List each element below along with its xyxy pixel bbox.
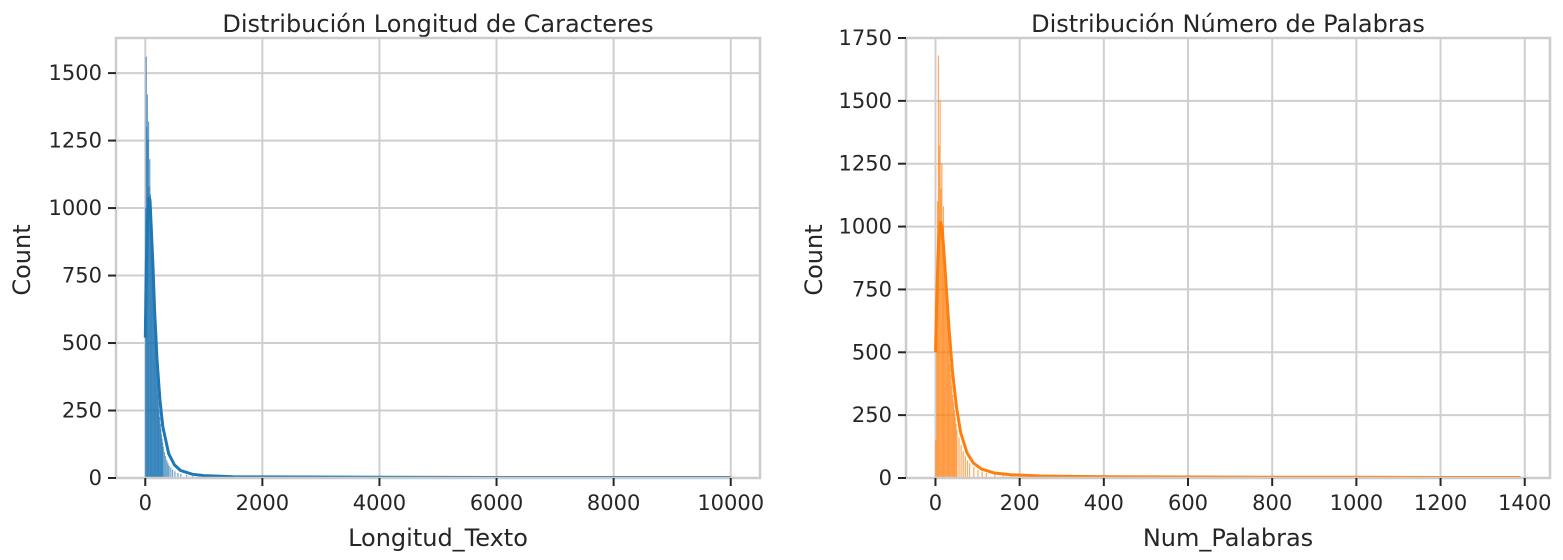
histogram-bar: [166, 460, 168, 479]
y-tick-label: 750: [62, 264, 102, 288]
x-tick-label: 8000: [587, 491, 640, 515]
x-tick-label: 1000: [1330, 491, 1383, 515]
x-tick-label: 4000: [353, 491, 406, 515]
histogram-bar: [968, 463, 971, 479]
x-axis-label: Longitud_Texto: [348, 524, 528, 552]
y-tick-label: 1000: [49, 196, 102, 220]
plot-frame: [114, 36, 762, 480]
y-tick-label: 500: [852, 340, 892, 364]
y-tick-label: 1750: [839, 26, 892, 50]
histogram-bar: [167, 462, 169, 479]
y-tick-label: 1250: [839, 152, 892, 176]
x-tick-label: 600: [1168, 491, 1208, 515]
y-tick-label: 1000: [839, 215, 892, 239]
x-tick-label: 6000: [470, 491, 523, 515]
y-tick-label: 1250: [49, 129, 102, 153]
histogram-bar: [966, 460, 969, 479]
y-tick-label: 0: [879, 466, 892, 490]
histogram-bar: [164, 456, 167, 479]
plot-frame: [904, 36, 1552, 480]
histogram-bar: [956, 430, 958, 479]
kde-line: [934, 221, 1521, 479]
histogram-bar: [960, 445, 962, 479]
x-tick-label: 800: [1252, 491, 1292, 515]
chart-left: Distribución Longitud de Caracteres 0 200…: [8, 10, 764, 552]
y-axis-label: Count: [8, 224, 36, 295]
x-axis-label: Num_Palabras: [1143, 524, 1313, 552]
plot-area: 0 2000 4000 6000 8000 10000 0 250 500 750 1000 1250…: [49, 36, 764, 515]
y-axis-label: Count: [800, 224, 828, 295]
y-tick-label: 1500: [49, 61, 102, 85]
y-tick-label: 1500: [839, 89, 892, 113]
x-tick-label: 0: [139, 491, 152, 515]
histogram-bar: [163, 452, 166, 479]
x-tick-label: 2000: [236, 491, 289, 515]
histogram-bar: [168, 465, 170, 479]
plot-area: 0 200 400 600 800 1000 1200 1400 0 250 500 750 1000 1…: [839, 26, 1552, 515]
y-tick-label: 0: [89, 466, 102, 490]
histogram-bar: [964, 456, 966, 479]
histogram-bar: [973, 467, 975, 479]
y-tick-label: 250: [62, 399, 102, 423]
chart-title: Distribución Número de Palabras: [1031, 10, 1425, 38]
x-tick-label: 200: [1000, 491, 1040, 515]
kde-line: [143, 196, 731, 479]
histogram-bar: [162, 446, 164, 479]
y-tick-label: 750: [852, 277, 892, 301]
chart-right: Distribución Número de Palabras 0 200 400 6…: [800, 10, 1551, 552]
x-tick-label: 1400: [1498, 491, 1551, 515]
histogram-bar: [958, 437, 960, 479]
x-tick-label: 10000: [697, 491, 764, 515]
histogram-bar: [170, 467, 172, 479]
y-tick-label: 500: [62, 331, 102, 355]
x-tick-label: 400: [1084, 491, 1124, 515]
x-tick-label: 0: [929, 491, 942, 515]
y-tick-label: 250: [852, 403, 892, 427]
histogram-bar: [962, 451, 964, 479]
chart-title: Distribución Longitud de Caracteres: [222, 10, 653, 38]
x-tick-label: 1200: [1414, 491, 1467, 515]
